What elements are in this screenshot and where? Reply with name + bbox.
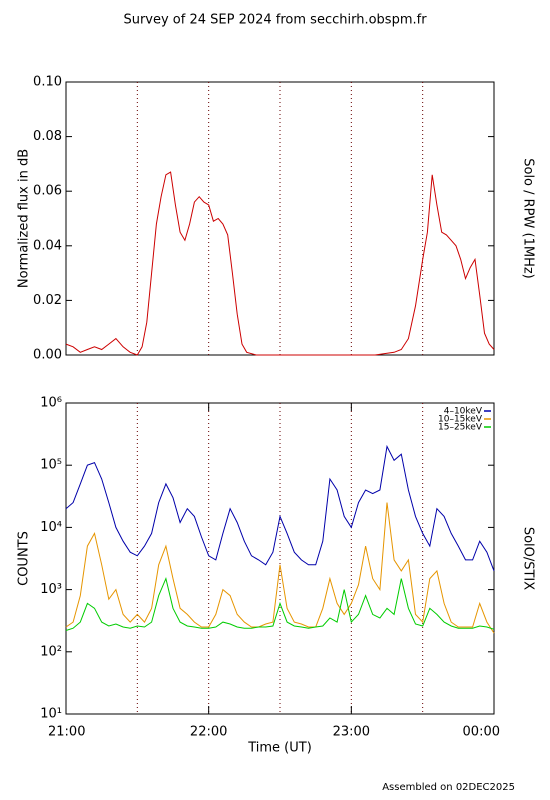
y-tick-label: 10¹ xyxy=(40,707,62,722)
x-tick-label: 23:00 xyxy=(333,725,370,740)
series-line xyxy=(65,502,495,634)
y-tick-label: 0.04 xyxy=(33,238,62,253)
legend-label: 4–10keV xyxy=(444,407,483,417)
footer: Assembled on 02DEC2025 xyxy=(382,782,515,793)
x-axis-label: Time (UT) xyxy=(247,741,312,756)
x-tick-label: 00:00 xyxy=(463,725,500,740)
y-tick-label: 10⁴ xyxy=(40,520,62,535)
y-tick-label: 10⁵ xyxy=(40,458,62,473)
y-tick-label: 0.00 xyxy=(33,348,62,363)
y-axis-label: COUNTS xyxy=(17,531,32,586)
y-tick-label: 10² xyxy=(40,644,62,659)
legend-label: 10–15keV xyxy=(438,415,483,425)
y-tick-label: 10⁶ xyxy=(40,396,62,411)
x-tick-label: 22:00 xyxy=(190,725,227,740)
series-line xyxy=(65,444,495,572)
right-label: SolO/STIX xyxy=(521,527,536,590)
y-tick-label: 0.08 xyxy=(33,129,62,144)
series-line xyxy=(65,171,495,356)
y-axis-label: Normalized flux in dB xyxy=(17,149,32,288)
x-tick-label: 21:00 xyxy=(48,725,85,740)
y-tick-label: 0.06 xyxy=(33,184,62,199)
legend-label: 15–25keV xyxy=(438,423,483,433)
y-tick-label: 10³ xyxy=(40,582,62,597)
y-tick-label: 0.10 xyxy=(33,75,62,90)
right-label: Solo / RPW (1MHz) xyxy=(521,158,536,279)
chart-title: Survey of 24 SEP 2024 from secchirh.obsp… xyxy=(123,13,427,28)
y-tick-label: 0.02 xyxy=(33,293,62,308)
series-line xyxy=(65,577,495,631)
